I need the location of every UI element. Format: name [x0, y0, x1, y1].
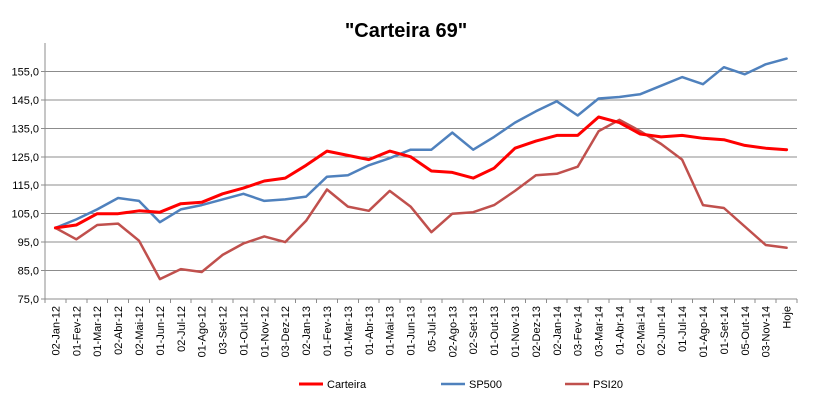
y-tick-label: 155,0 [11, 66, 39, 78]
x-tick-label: 02-Abr-12 [113, 306, 125, 355]
x-tick-label: 02-Dez-13 [531, 306, 543, 357]
x-tick-label: 02-Ago-13 [447, 306, 459, 357]
x-tick-label: 05-Out-14 [740, 306, 752, 356]
x-tick-label: 02-Mai-12 [134, 306, 146, 356]
x-tick-label: 01-Jun-12 [155, 306, 167, 356]
x-tick-label: 01-Abr-14 [614, 306, 626, 355]
x-tick-label: 03-Fev-14 [573, 306, 585, 356]
legend-label-carteira: Carteira [327, 379, 367, 391]
x-tick-label: 01-Ago-12 [197, 306, 209, 357]
x-tick-label: 01-Jun-13 [406, 306, 418, 356]
x-tick-label: 01-Abr-13 [364, 306, 376, 355]
y-tick-label: 145,0 [11, 95, 39, 107]
x-tick-label: Hoje [782, 306, 794, 329]
x-tick-label: 03-Nov-14 [761, 306, 773, 357]
series-line-psi20 [54, 118, 788, 281]
x-tick-label: 01-Set-14 [719, 306, 731, 354]
y-tick-label: 115,0 [12, 180, 39, 192]
x-tick-label: 01-Out-12 [238, 306, 250, 356]
y-tick-label: 95,0 [18, 237, 39, 249]
x-tick-labels: 02-Jan-12 01-Fev-12 01-Mar-12 02-Abr-12 02-M… [50, 306, 793, 357]
x-tick-label: 01-Mai-13 [385, 306, 397, 356]
x-tick-label: 01-Ago-14 [698, 306, 710, 357]
axes [41, 43, 798, 303]
x-tick-label: 02-Mai-14 [635, 306, 647, 356]
series-lines [53, 57, 789, 281]
x-tick-label: 02-Jan-13 [301, 306, 313, 356]
x-tick-label: 01-Nov-12 [259, 306, 271, 357]
x-tick-label: 01-Fev-12 [71, 306, 83, 356]
x-tick-label: 01-Fev-13 [322, 306, 334, 356]
y-tick-label: 125,0 [11, 152, 39, 164]
series-line-sp500 [54, 57, 788, 230]
y-tick-label: 75,0 [18, 294, 39, 306]
y-tick-label: 105,0 [11, 209, 39, 221]
y-tick-label: 85,0 [18, 266, 39, 278]
legend-label-sp500: SP500 [469, 379, 502, 391]
x-tick-label: 01-Out-13 [489, 306, 501, 356]
x-tick-label: 03-Set-12 [218, 306, 230, 354]
x-tick-label: 01-Mar-13 [343, 306, 355, 357]
x-tick-label: 02-Set-13 [468, 306, 480, 354]
x-tick-label: 03-Dez-12 [280, 306, 292, 357]
gridlines [45, 70, 797, 300]
x-tick-label: 02-Jul-12 [176, 306, 188, 352]
x-tick-label: 01-Jul-14 [677, 306, 689, 352]
chart-title: "Carteira 69" [345, 20, 467, 42]
legend-label-psi20: PSI20 [593, 379, 623, 391]
x-tick-label: 02-Jan-12 [50, 306, 62, 356]
x-tick-label: 02-Jan-14 [552, 306, 564, 356]
y-tick-label: 135,0 [11, 123, 39, 135]
series-line-carteira [53, 115, 789, 230]
x-tick-label: 05-Jul-13 [426, 306, 438, 352]
x-tick-label: 01-Mar-12 [92, 306, 104, 357]
x-tick-label: 01-Nov-13 [510, 306, 522, 357]
x-tick-label: 03-Mar-14 [594, 306, 606, 357]
legend: Carteira SP500 PSI20 [299, 379, 623, 391]
y-tick-labels: 75,0 85,0 95,0 105,0 115,0 125,0 135,0 145,0 155… [11, 66, 39, 306]
x-tick-label: 02-Jun-14 [656, 306, 668, 356]
